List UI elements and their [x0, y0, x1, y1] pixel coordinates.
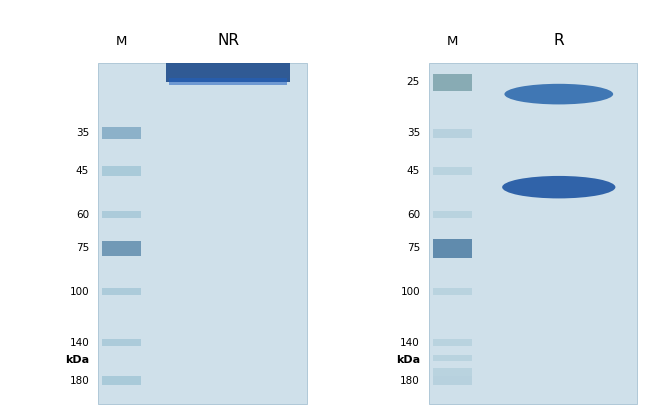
- FancyBboxPatch shape: [433, 339, 472, 346]
- Text: kDa: kDa: [396, 355, 420, 365]
- Text: M: M: [447, 35, 458, 48]
- FancyBboxPatch shape: [102, 211, 141, 218]
- FancyBboxPatch shape: [433, 369, 472, 376]
- Text: 45: 45: [407, 166, 420, 176]
- Text: 60: 60: [76, 210, 89, 220]
- FancyBboxPatch shape: [433, 74, 472, 91]
- FancyBboxPatch shape: [98, 63, 307, 404]
- Text: 100: 100: [400, 287, 420, 297]
- Text: M: M: [116, 35, 127, 48]
- FancyBboxPatch shape: [102, 288, 141, 295]
- Text: 35: 35: [76, 128, 89, 138]
- Text: 35: 35: [407, 128, 420, 138]
- Text: 140: 140: [70, 338, 89, 348]
- Text: 100: 100: [70, 287, 89, 297]
- FancyBboxPatch shape: [433, 129, 472, 138]
- FancyBboxPatch shape: [102, 376, 141, 385]
- Text: R: R: [554, 33, 564, 48]
- FancyBboxPatch shape: [433, 288, 472, 295]
- FancyBboxPatch shape: [102, 166, 141, 176]
- Text: NR: NR: [217, 33, 239, 48]
- FancyBboxPatch shape: [102, 339, 141, 346]
- Text: 75: 75: [76, 243, 89, 253]
- Text: 180: 180: [400, 376, 420, 386]
- FancyBboxPatch shape: [433, 355, 472, 361]
- FancyBboxPatch shape: [102, 127, 141, 139]
- FancyBboxPatch shape: [168, 78, 287, 84]
- Text: 180: 180: [70, 376, 89, 386]
- Text: 75: 75: [407, 243, 420, 253]
- FancyBboxPatch shape: [166, 63, 290, 82]
- Text: 140: 140: [400, 338, 420, 348]
- FancyBboxPatch shape: [102, 241, 141, 255]
- Text: 60: 60: [407, 210, 420, 220]
- FancyBboxPatch shape: [433, 376, 472, 385]
- Text: 25: 25: [407, 77, 420, 87]
- Text: kDa: kDa: [65, 355, 89, 365]
- FancyBboxPatch shape: [433, 167, 472, 176]
- FancyBboxPatch shape: [429, 63, 638, 404]
- FancyBboxPatch shape: [433, 239, 472, 258]
- Ellipse shape: [502, 176, 616, 198]
- FancyBboxPatch shape: [433, 211, 472, 218]
- Ellipse shape: [504, 84, 613, 104]
- Text: 45: 45: [76, 166, 89, 176]
